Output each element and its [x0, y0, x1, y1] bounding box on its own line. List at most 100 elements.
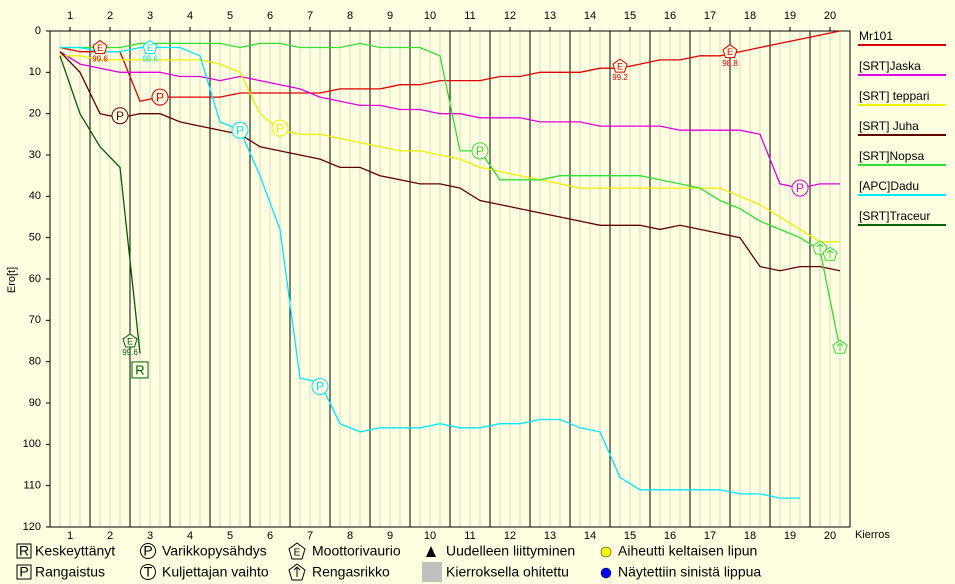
key-icon: [600, 567, 612, 579]
x-tick-label: 19: [784, 530, 796, 542]
annotation: P: [271, 119, 289, 137]
key-text: Kuljettajan vaihto: [162, 564, 269, 580]
annotation-icon: [311, 377, 329, 395]
key-text: Moottorivaurio: [312, 543, 401, 559]
key-icon: [16, 564, 32, 580]
x-tick-label: 19: [784, 10, 796, 22]
annotation-symbol: P: [116, 109, 124, 123]
x-tick-label: 12: [504, 10, 516, 22]
legend-label: [SRT]Nopsa: [859, 149, 924, 163]
key-text: Rangaistus: [35, 564, 105, 580]
key-text: Uudelleen liittyminen: [446, 543, 575, 559]
key-icon: [288, 563, 306, 581]
x-tick-label: 17: [704, 530, 716, 542]
x-tick-label: 3: [147, 10, 153, 22]
annotation-symbol: E: [127, 336, 133, 346]
key-text: Kierroksella ohitettu: [446, 564, 569, 580]
y-tick-label: 30: [29, 149, 41, 161]
annotation: P: [471, 142, 489, 160]
key-symbol: E: [294, 548, 301, 559]
plot-frame: [49, 30, 851, 528]
x-tick-label: 10: [424, 10, 436, 22]
annotation-symbol: P: [236, 123, 244, 137]
x-tick-label: 18: [744, 530, 756, 542]
legend-label: [SRT]Traceur: [859, 209, 930, 223]
key-symbol: P: [19, 564, 28, 580]
y-tick-label: 20: [29, 108, 41, 120]
annotation-symbol: P: [476, 144, 484, 158]
x-tick-label: 2: [107, 10, 113, 22]
y-tick-label: 40: [29, 190, 41, 202]
y-tick-label: 80: [29, 356, 41, 368]
series-line: [59, 51, 841, 272]
x-tick-label: 2: [107, 530, 113, 542]
key-text: Näytettiin sinistä lippua: [618, 564, 761, 580]
annotation-symbol: E: [147, 43, 153, 53]
annotation-icon: [722, 44, 738, 59]
key-symbol: P: [143, 543, 152, 559]
key-icon: [140, 564, 156, 580]
key-icon: [140, 543, 156, 559]
key-text: Rengasrikko: [312, 564, 390, 580]
annotation-icon: [231, 121, 249, 139]
x-tick-label: 11: [464, 530, 475, 542]
annotation-icon: [612, 58, 628, 73]
x-tick-label: 17: [704, 10, 716, 22]
annotation-icon: [836, 342, 844, 352]
plot-area: [50, 31, 850, 527]
x-tick-label: 4: [187, 530, 193, 542]
series-line: [59, 30, 841, 103]
legend-label: [SRT] Juha: [859, 119, 919, 133]
annotation: R: [131, 361, 149, 379]
key-icon: [16, 543, 32, 559]
x-tick-label: 12: [504, 530, 516, 542]
annotation: E 99.6: [122, 333, 138, 357]
x-tick-label: 7: [307, 10, 313, 22]
annotation-symbol: R: [135, 362, 144, 377]
key-text: Keskeyttänyt: [35, 543, 115, 559]
annotation: E 98.8: [722, 44, 738, 68]
annotation: P: [791, 179, 809, 197]
key-icon: [422, 562, 442, 582]
x-tick-label: 15: [624, 530, 636, 542]
annotation-icon: [826, 249, 834, 259]
annotation: [812, 240, 828, 255]
x-tick-label: 9: [387, 530, 393, 542]
y-axis-label: Ero[t]: [6, 267, 18, 293]
annotation-symbol: P: [796, 181, 804, 195]
y-tick-label: 0: [35, 25, 41, 37]
x-tick-label: 18: [744, 10, 756, 22]
y-tick-label: 120: [23, 521, 41, 533]
x-tick-label: 16: [664, 10, 676, 22]
y-tick-label: 10: [29, 66, 41, 78]
x-tick-label: 6: [267, 10, 273, 22]
y-tick-label: 60: [29, 273, 41, 285]
key: R Keskeyttänyt P Rangaistus P Varikkopys…: [16, 542, 761, 582]
x-tick-label: 15: [624, 10, 636, 22]
legend-label: [SRT]Jaska: [859, 59, 921, 73]
annotation-symbol: E: [617, 62, 623, 72]
annotation: P: [111, 107, 129, 125]
annotation-symbol: P: [276, 121, 284, 135]
annotation-symbol: E: [97, 43, 103, 53]
x-axis-label: Kierros: [855, 529, 890, 541]
key-text: Varikkopysähdys: [162, 543, 267, 559]
annotation-icon: [471, 142, 489, 160]
annotation: [832, 339, 848, 354]
annotation-icon: [92, 39, 108, 55]
key-text: Aiheutti keltaisen lipun: [618, 543, 757, 559]
x-tick-label: 8: [347, 10, 353, 22]
annotation-label: 99.6: [142, 55, 158, 64]
x-tick-label: 4: [187, 10, 193, 22]
annotation: [822, 246, 838, 261]
x-tick-label: 14: [584, 530, 596, 542]
annotation-icon: [131, 361, 149, 379]
x-tick-label: 16: [664, 530, 676, 542]
x-tick-label: 14: [584, 10, 596, 22]
annotation: E 99.6: [92, 39, 108, 64]
annotation: P: [311, 377, 329, 395]
annotation-label: 98.8: [722, 59, 738, 68]
annotation-icon: [122, 333, 138, 348]
key-icon: [600, 546, 612, 558]
